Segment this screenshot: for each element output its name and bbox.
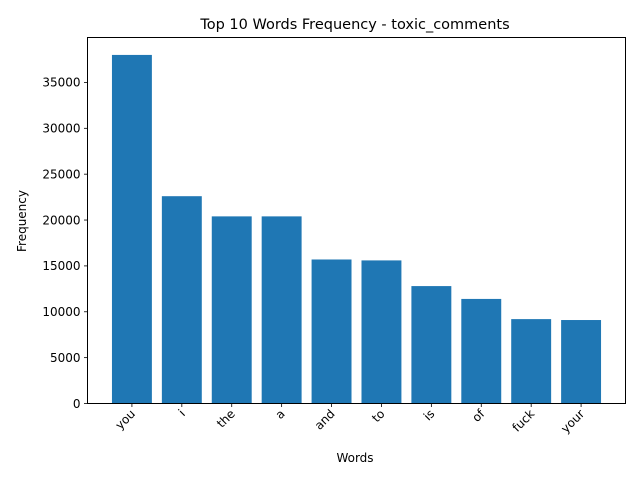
y-tick-label: 5000 xyxy=(50,351,81,365)
x-tick-label: i xyxy=(176,407,188,419)
x-tick-label: the xyxy=(214,407,238,431)
x-tick-label: fuck xyxy=(509,407,537,435)
bar-a xyxy=(261,216,302,404)
x-tick-label: you xyxy=(113,407,139,433)
x-tick-label: is xyxy=(421,407,438,424)
x-tick-label: your xyxy=(558,407,587,436)
bar-you xyxy=(111,54,152,404)
y-tick-label: 35000 xyxy=(42,76,80,90)
plot-area xyxy=(111,54,602,404)
bar-fuck xyxy=(511,319,552,404)
y-axis: 0 5000 10000 15000 20000 25000 30000 35000 xyxy=(42,76,88,411)
bar-of xyxy=(461,298,502,404)
x-tick-label: and xyxy=(312,407,338,433)
x-tick-label: to xyxy=(369,407,387,425)
y-tick-label: 25000 xyxy=(42,167,80,181)
bar-your xyxy=(561,320,602,404)
y-tick-label: 15000 xyxy=(42,259,80,273)
plot-frame xyxy=(87,37,626,404)
bar-is xyxy=(411,286,452,404)
y-tick-label: 20000 xyxy=(42,213,80,227)
chart-title: Top 10 Words Frequency - toxic_comments xyxy=(199,17,509,33)
y-tick-label: 30000 xyxy=(42,122,80,136)
x-axis: you i the a and to is of fuck your xyxy=(113,403,587,436)
y-tick-label: 0 xyxy=(73,397,81,411)
bar-the xyxy=(211,216,252,404)
x-axis-label: Words xyxy=(336,451,373,465)
x-tick-label: of xyxy=(469,406,488,425)
x-tick-label: a xyxy=(273,407,288,422)
bar-i xyxy=(161,196,202,404)
y-tick-label: 10000 xyxy=(42,305,80,319)
bar-and xyxy=(311,259,352,404)
bar-to xyxy=(361,260,402,404)
y-axis-label: Frequency xyxy=(15,190,29,252)
